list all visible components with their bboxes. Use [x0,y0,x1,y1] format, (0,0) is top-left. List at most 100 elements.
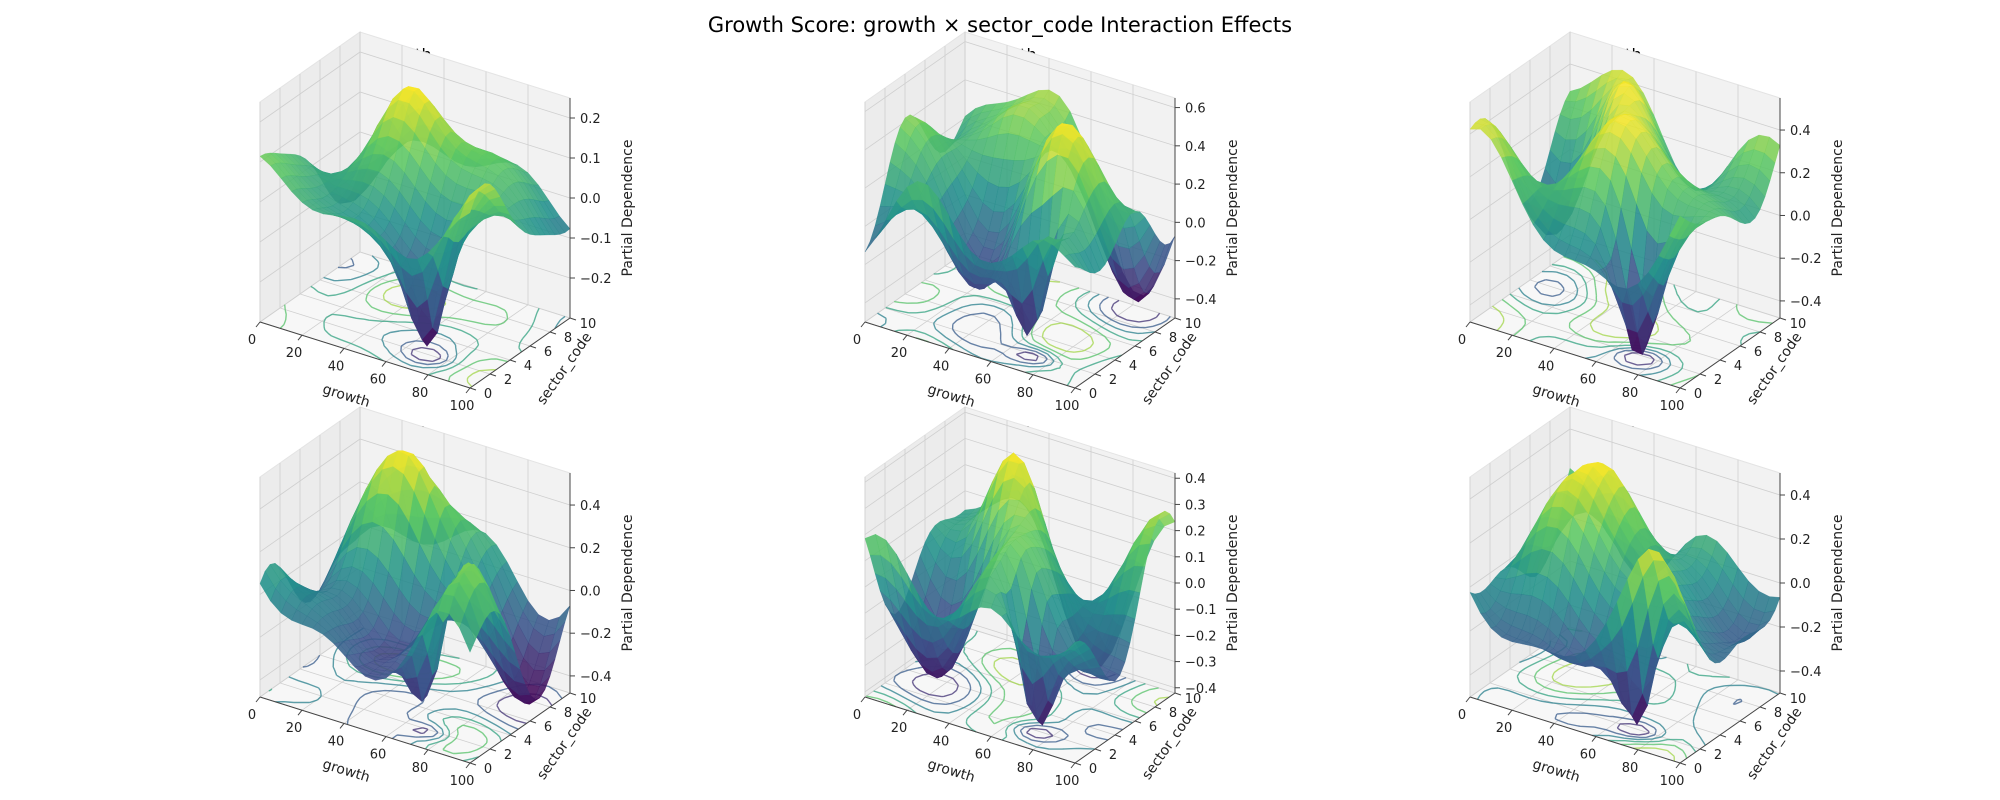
gridline [1509,449,1721,736]
x-tick-label: 0 [1458,708,1466,723]
x-tick-label: 100 [1055,774,1080,789]
y-tick [549,706,557,710]
x-tick-label: 60 [975,373,992,388]
x-tick [860,696,866,703]
y-tick-label: 10 [580,692,597,707]
x-axis-label: growth [1531,381,1582,411]
y-tick-label: 6 [1149,720,1157,735]
x-tick-label: 80 [1622,761,1639,776]
y-axis-line [1074,317,1176,389]
surface-cell [1064,254,1081,269]
y-tick [1154,706,1162,710]
y-tick [1074,762,1082,766]
z-axis-label: Partial Dependence [1225,140,1241,277]
x-tick [1675,762,1681,769]
z-tick-label: 0.4 [580,499,601,514]
x-tick [1633,374,1639,381]
y-tick-label: 6 [1149,345,1157,360]
x-tick-label: 60 [975,748,992,763]
x-tick-label: 40 [933,734,950,749]
x-tick-label: 80 [1017,386,1034,401]
x-tick [1507,334,1513,341]
x-tick-label: 20 [286,346,303,361]
z-tick-label: −0.1 [1185,603,1217,618]
x-tick [1675,387,1681,394]
y-tick [1759,331,1767,335]
gridline [1549,46,1761,333]
contour-line [410,347,442,362]
x-tick-label: 100 [450,774,475,789]
y-tick-label: 4 [1734,734,1742,749]
y-tick [1094,748,1102,752]
x-tick [902,709,908,716]
x-tick [902,334,908,341]
x-tick-label: 0 [248,333,256,348]
y-tick [509,359,517,363]
x-tick [423,749,429,756]
x-axis-line [864,321,1076,389]
y-tick-label: 2 [504,373,512,388]
y-tick [529,720,537,724]
z-tick-label: 0.0 [1185,577,1206,592]
figure-title: Growth Score: growth × sector_code Inter… [708,13,1292,38]
floor-contours [279,255,566,388]
gridline [1489,463,1701,750]
y-tick-label: 0 [484,387,492,402]
surface-cell [1669,215,1686,239]
y-tick-label: 2 [1109,748,1117,763]
y-tick [509,734,517,738]
x-axis-label: growth [321,756,372,786]
x-tick [465,762,471,769]
y-tick-label: 10 [1185,317,1202,332]
contour-line [1623,352,1655,366]
z-axis-label: Partial Dependence [1830,515,1846,652]
surface [259,86,571,347]
x-tick-label: 60 [370,748,387,763]
z-tick-label: −0.2 [1185,629,1217,644]
z-tick-label: −0.2 [1185,255,1217,270]
z-tick-label: −0.1 [580,232,612,247]
gridline [259,91,571,163]
x-tick [944,723,950,729]
x-tick-label: 20 [1496,721,1513,736]
gridline [1469,63,1781,135]
y-tick-label: 10 [1790,317,1807,332]
y-tick-label: 4 [1129,359,1137,374]
x-tick-label: 60 [1580,748,1597,763]
z-tick-label: 0.4 [1185,472,1206,487]
x-tick [1070,387,1076,394]
gridline [1489,88,1701,375]
z-tick-label: −0.2 [1790,252,1822,267]
surface-cell [1064,640,1081,653]
y-tick [1174,317,1182,321]
x-axis-line [259,321,471,389]
x-tick [255,321,261,328]
x-tick [1507,709,1513,716]
x-tick [339,348,345,354]
y-tick [1699,748,1707,752]
gridline [864,437,1176,509]
x-tick [1549,723,1555,729]
y-tick-label: 10 [1790,692,1807,707]
y-tick [1739,345,1747,349]
x-tick-label: 0 [248,708,256,723]
gridline [279,463,491,750]
y-tick [1719,734,1727,738]
y-tick-label: 6 [544,345,552,360]
y-tick [489,748,497,752]
x-tick [423,374,429,381]
x-tick-label: 40 [1538,734,1555,749]
surface [864,452,1176,726]
gridline [1529,60,1741,347]
y-axis-line [1074,692,1176,764]
y-tick [1679,762,1687,766]
y-tick [1114,734,1122,738]
y-tick-label: 0 [1089,387,1097,402]
x-tick [1591,736,1597,742]
contour-line [323,255,566,369]
x-tick-label: 40 [328,734,345,749]
z-tick-label: 0.2 [1790,167,1811,182]
z-tick-label: 0.1 [1185,551,1206,566]
y-axis-line [1679,692,1781,764]
